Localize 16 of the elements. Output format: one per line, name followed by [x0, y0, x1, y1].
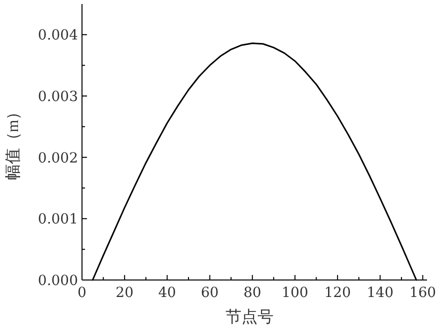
y-tick-label: 0.000 — [38, 273, 78, 289]
x-tick-label: 40 — [158, 285, 176, 301]
x-tick-label: 120 — [324, 285, 351, 301]
x-axis-title: 节点号 — [226, 308, 274, 326]
y-tick-label: 0.001 — [38, 212, 78, 228]
x-tick-label: 140 — [366, 285, 394, 301]
y-tick-label: 0.003 — [38, 89, 78, 105]
x-tick-label: 20 — [116, 285, 134, 301]
x-tick-label: 100 — [282, 285, 308, 301]
y-axis-title: 幅值（m） — [5, 104, 22, 180]
y-tick-label: 0.002 — [38, 150, 78, 166]
x-tick-label: 60 — [200, 285, 219, 301]
x-tick-label: 160 — [409, 285, 436, 301]
x-tick-label: 80 — [243, 285, 262, 301]
y-tick-label: 0.004 — [38, 28, 78, 44]
x-tick-label: 0 — [78, 285, 86, 301]
